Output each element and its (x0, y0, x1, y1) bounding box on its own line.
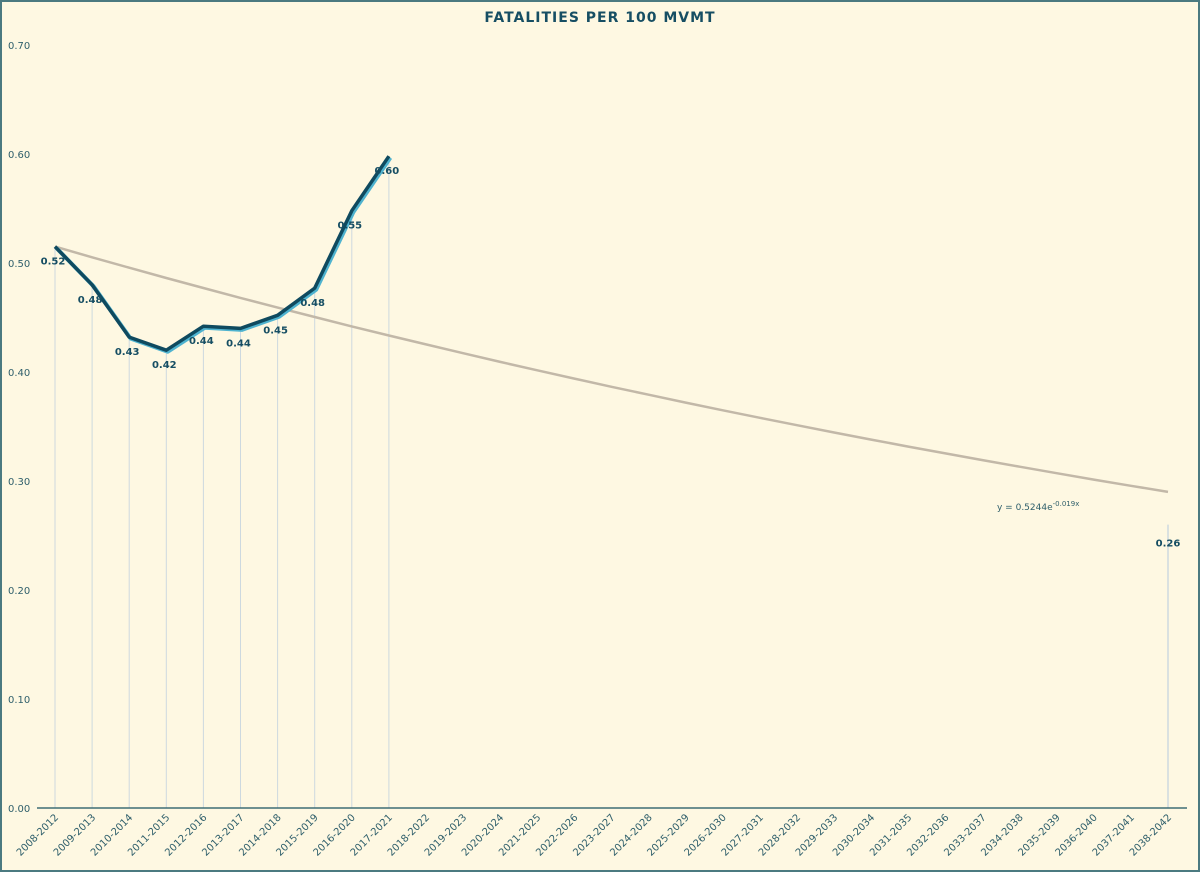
data-label: 0.60 (375, 166, 400, 177)
trendline (54, 245, 1169, 494)
y-tick-label: 0.00 (8, 804, 30, 815)
data-label: 0.45 (263, 325, 288, 336)
y-tick-label: 0.20 (8, 586, 30, 597)
data-label: 0.42 (152, 360, 177, 371)
data-label: 0.55 (337, 221, 362, 232)
data-label: 0.48 (300, 298, 325, 309)
y-tick-label: 0.40 (8, 368, 30, 379)
trendline-equation-text: y = 0.5244e-0.019x (997, 500, 1079, 513)
data-label: 0.43 (115, 347, 140, 358)
trendline-equation: y = 0.5244e-0.019x (997, 500, 1079, 513)
y-axis: 0.00 0.10 0.20 0.30 0.40 0.50 0.60 0.70 (8, 41, 30, 815)
x-axis: 2008-20122009-20132010-20142011-20152012… (15, 807, 1187, 859)
y-tick-label: 0.50 (8, 259, 30, 270)
data-label-target: 0.26 (1156, 539, 1181, 550)
data-labels: 0.52 0.48 0.43 0.42 0.44 0.44 0.45 0.48 0.55 0.60… (41, 166, 1181, 549)
y-tick-label: 0.30 (8, 477, 30, 488)
data-series-line (53, 155, 393, 354)
y-tick-label: 0.10 (8, 695, 30, 706)
chart-title: FATALITIES PER 100 MVMT (484, 10, 716, 26)
y-tick-label: 0.60 (8, 150, 30, 161)
y-tick-label: 0.70 (8, 41, 30, 52)
data-label: 0.44 (226, 338, 251, 349)
data-label: 0.52 (41, 257, 66, 268)
data-label: 0.44 (189, 336, 214, 347)
data-label: 0.48 (78, 295, 103, 306)
drop-lines (54, 156, 1169, 808)
